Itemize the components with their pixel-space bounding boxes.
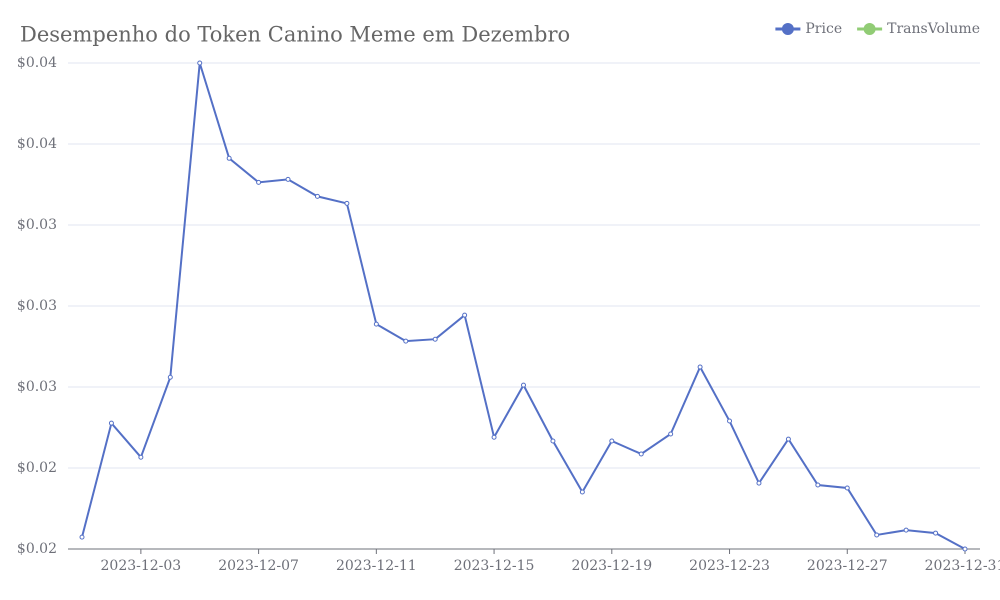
legend-marker — [863, 23, 876, 35]
y-tick-label: $0.03 — [17, 217, 57, 233]
legend-label: Price — [805, 21, 842, 37]
x-tick-label: 2023-12-31 — [925, 558, 1000, 574]
x-tick-label: 2023-12-15 — [454, 558, 535, 574]
point — [314, 193, 320, 199]
point — [815, 482, 821, 488]
x-tick-label: 2023-12-03 — [101, 558, 182, 574]
point — [550, 438, 556, 444]
legend-label: TransVolume — [887, 21, 980, 37]
point — [226, 155, 232, 161]
point — [403, 338, 409, 344]
point — [197, 60, 203, 66]
point — [962, 546, 968, 552]
y-tick-label: $0.03 — [17, 298, 57, 314]
x-tick-label: 2023-12-27 — [807, 558, 888, 574]
legend-marker — [781, 23, 794, 35]
y-tick-label: $0.02 — [17, 460, 57, 476]
x-tick-label: 2023-12-07 — [218, 558, 299, 574]
point — [256, 179, 262, 185]
point — [491, 434, 497, 440]
point — [521, 382, 526, 388]
point — [579, 489, 585, 495]
y-tick-label: $0.04 — [17, 136, 57, 152]
x-tick-label: 2023-12-23 — [689, 558, 770, 574]
point — [108, 420, 114, 426]
point — [373, 321, 379, 327]
point — [844, 485, 850, 491]
x-tick-label: 2023-12-19 — [571, 558, 652, 574]
point — [638, 451, 644, 457]
y-tick-label: $0.03 — [17, 379, 57, 395]
point — [344, 200, 350, 206]
point — [609, 438, 615, 444]
point — [462, 312, 468, 318]
point — [874, 532, 880, 538]
point — [697, 364, 703, 370]
point — [903, 527, 909, 533]
chart-title: Desempenho do Token Canino Meme em Dezem… — [20, 23, 570, 47]
point — [167, 374, 173, 380]
point — [668, 431, 674, 437]
point — [79, 534, 85, 540]
y-tick-label: $0.04 — [17, 55, 57, 71]
x-tick-label: 2023-12-11 — [336, 558, 417, 574]
point — [933, 530, 939, 536]
point — [285, 176, 291, 182]
point — [727, 418, 733, 424]
point — [756, 480, 762, 486]
point — [432, 336, 438, 342]
y-tick-label: $0.02 — [17, 541, 57, 557]
point — [138, 454, 144, 460]
point — [785, 436, 791, 442]
